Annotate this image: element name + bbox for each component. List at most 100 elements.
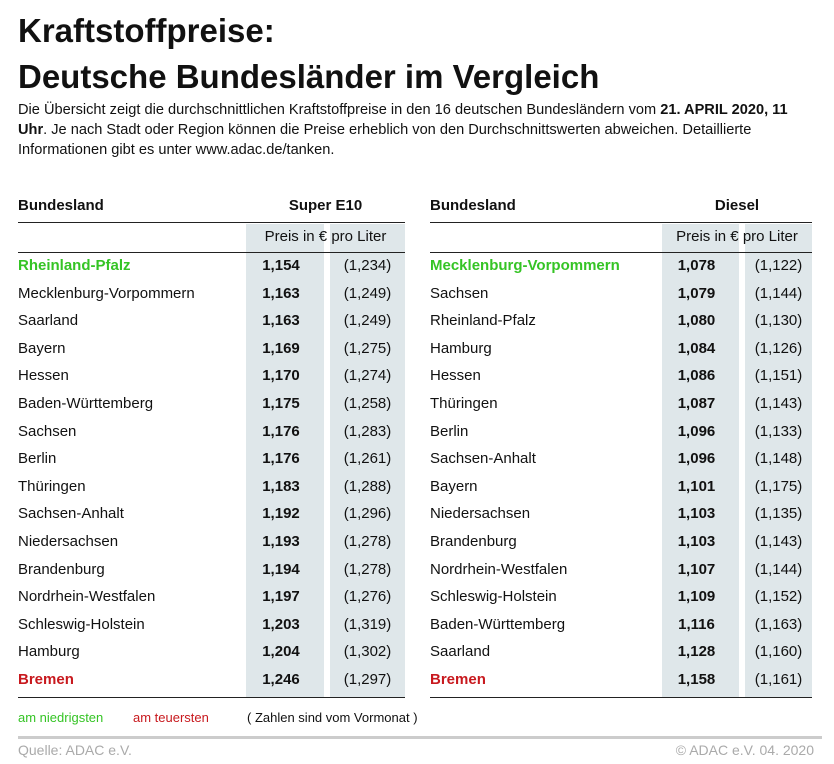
region-name: Mecklenburg-Vorpommern [430, 257, 620, 274]
previous-price: (1,249) [343, 312, 392, 330]
price: 1,087 [677, 395, 716, 412]
previous-price: (1,122) [754, 257, 803, 274]
price: 1,169 [262, 339, 300, 357]
price-column [246, 224, 324, 697]
previous-price: (1,161) [754, 671, 803, 688]
region-name: Schleswig-Holstein [430, 588, 557, 606]
previous-price: (1,288) [343, 477, 392, 495]
price: 1,197 [262, 588, 300, 606]
subheader-rule [18, 252, 405, 253]
previous-price: (1,283) [343, 422, 392, 440]
intro: Die Übersicht zeigt die durchschnittlich… [18, 100, 818, 160]
previous-price: (1,130) [754, 312, 803, 330]
region-name: Hessen [18, 367, 69, 385]
region-name: Sachsen [18, 422, 77, 440]
region-name: Brandenburg [18, 560, 105, 578]
price: 1,163 [262, 312, 300, 330]
intro-date: 21. APRIL 2020, 11 Uhr [18, 102, 788, 138]
region-name: Sachsen-Anhalt [18, 505, 124, 523]
price: 1,193 [262, 533, 300, 550]
price: 1,080 [677, 312, 716, 330]
intro-text: Die Übersicht zeigt die durchschnittlich… [18, 102, 661, 118]
region-name: Nordrhein-Westfalen [430, 560, 568, 578]
previous-price: (1,144) [754, 560, 803, 578]
column-header: Bundesland [430, 197, 516, 214]
region-name: Hamburg [18, 643, 80, 661]
previous-price: (1,143) [754, 395, 803, 412]
region-name: Brandenburg [430, 533, 517, 550]
legend-lowest: am niedrigsten [18, 710, 104, 725]
price: 1,128 [677, 643, 716, 661]
region-name: Berlin [18, 450, 57, 468]
price: 1,101 [677, 477, 716, 495]
price: 1,107 [677, 560, 716, 578]
previous-price: (1,144) [754, 284, 803, 302]
price: 1,086 [677, 367, 716, 385]
previous-price: (1,135) [754, 505, 803, 523]
price: 1,158 [677, 671, 716, 688]
price: 1,096 [677, 422, 716, 440]
region-name: Baden-Württemberg [430, 615, 566, 633]
price: 1,170 [262, 367, 300, 385]
previous-price: (1,175) [754, 477, 803, 495]
previous-price: (1,234) [343, 257, 392, 274]
price: 1,096 [677, 450, 716, 468]
previous-price: (1,274) [343, 367, 392, 385]
footer-source: Quelle: ADAC e.V. [18, 742, 132, 758]
price: 1,246 [262, 671, 300, 688]
subheader-rule [430, 252, 812, 253]
previous-price: (1,296) [343, 505, 392, 523]
column-header: Bundesland [18, 197, 104, 214]
bottom-rule [430, 697, 812, 698]
header-rule [430, 222, 812, 223]
previous-price: (1,163) [754, 615, 803, 633]
price: 1,204 [262, 643, 300, 661]
intro-text: . Je nach Stadt oder Region können die P… [18, 122, 752, 158]
region-name: Hessen [430, 367, 481, 385]
region-name: Sachsen [430, 284, 489, 302]
previous-price: (1,249) [343, 284, 392, 302]
region-name: Saarland [18, 312, 79, 330]
previous-price: (1,275) [343, 339, 392, 357]
previous-price: (1,302) [343, 643, 392, 661]
previous-column [745, 224, 812, 697]
price: 1,163 [262, 284, 300, 302]
region-name: Bayern [18, 339, 66, 357]
previous-price: (1,151) [754, 367, 803, 385]
region-name: Mecklenburg-Vorpommern [18, 284, 195, 302]
price: 1,176 [262, 422, 300, 440]
region-name: Hamburg [430, 339, 492, 357]
previous-price: (1,143) [754, 533, 803, 550]
price: 1,176 [262, 450, 300, 468]
price: 1,109 [677, 588, 716, 606]
price: 1,079 [677, 284, 716, 302]
previous-price: (1,126) [754, 339, 803, 357]
region-name: Sachsen-Anhalt [430, 450, 536, 468]
region-name: Saarland [430, 643, 491, 661]
region-name: Schleswig-Holstein [18, 615, 145, 633]
region-name: Berlin [430, 422, 469, 440]
title: Kraftstoffpreise: [18, 12, 275, 49]
column-header: Super E10 [288, 197, 363, 214]
region-name: Thüringen [18, 477, 86, 495]
region-name: Nordrhein-Westfalen [18, 588, 156, 606]
price: 1,192 [262, 505, 300, 523]
price: 1,084 [677, 339, 716, 357]
region-name: Bremen [430, 671, 486, 688]
subheader: Preis in € pro Liter [264, 228, 387, 245]
legend-highest: am teuersten [133, 710, 209, 725]
region-name: Niedersachsen [18, 533, 119, 550]
price-column [662, 224, 739, 697]
region-name: Thüringen [430, 395, 498, 412]
header-rule [18, 222, 405, 223]
column-header: Diesel [714, 197, 760, 214]
region-name: Baden-Württemberg [18, 395, 154, 412]
subheader: Preis in € pro Liter [676, 228, 798, 245]
region-name: Bremen [18, 671, 74, 688]
footer-rule [18, 736, 822, 739]
previous-price: (1,278) [343, 533, 392, 550]
previous-price: (1,258) [343, 395, 392, 412]
previous-price: (1,160) [754, 643, 803, 661]
region-name: Niedersachsen [430, 505, 531, 523]
